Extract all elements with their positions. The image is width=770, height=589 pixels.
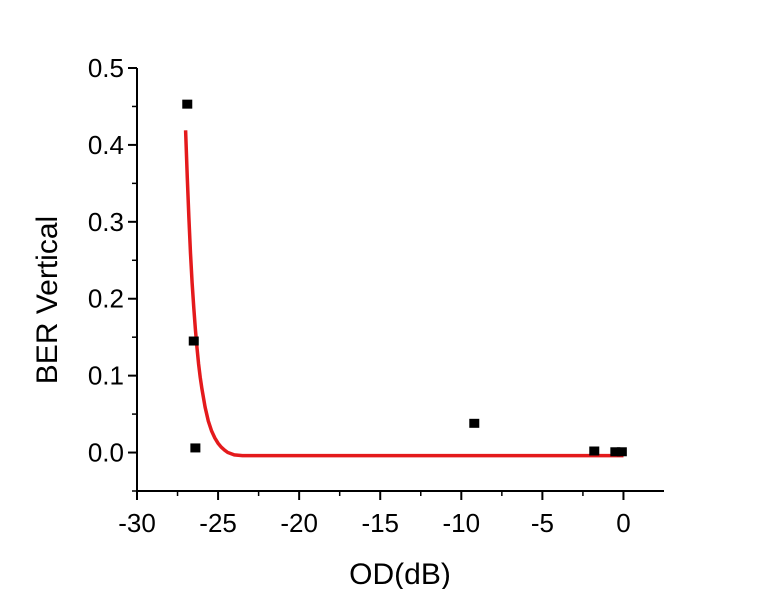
- y-tick-label: 0.5: [88, 53, 124, 83]
- x-tick-label: -15: [361, 508, 399, 538]
- x-tick-label: -10: [443, 508, 481, 538]
- x-tick-label: 0: [616, 508, 630, 538]
- y-tick-label: 0.4: [88, 130, 124, 160]
- y-tick-label: 0.0: [88, 438, 124, 468]
- x-tick-label: -5: [531, 508, 554, 538]
- x-tick-labels: -30 -25 -20 -15 -10 -5 0: [118, 508, 630, 538]
- scatter-points: [182, 99, 627, 457]
- data-point: [616, 447, 627, 457]
- fit-line: [183, 130, 624, 458]
- y-axis-title: BER Vertical: [31, 216, 64, 384]
- y-tick-label: 0.1: [88, 361, 124, 391]
- data-point: [188, 336, 199, 346]
- major-ticks: [128, 67, 625, 500]
- y-tick-label: 0.2: [88, 284, 124, 314]
- y-tick-label: 0.3: [88, 207, 124, 237]
- x-axis-title: OD(dB): [349, 558, 451, 589]
- x-tick-label: -20: [280, 508, 318, 538]
- data-point: [469, 418, 480, 428]
- data-point: [190, 443, 201, 453]
- y-tick-labels: 0.0 0.1 0.2 0.3 0.4 0.5: [88, 53, 124, 468]
- data-point: [589, 446, 600, 456]
- x-tick-label: -30: [118, 508, 156, 538]
- minor-ticks: [132, 105, 584, 496]
- x-tick-label: -25: [199, 508, 237, 538]
- data-point: [610, 447, 621, 457]
- data-point: [182, 99, 193, 109]
